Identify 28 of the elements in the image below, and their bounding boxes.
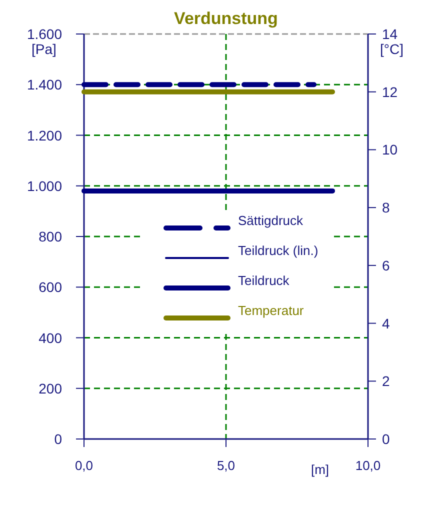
y-tick-label: 1.200: [26, 127, 62, 144]
y2-tick-label: 12: [382, 84, 398, 100]
legend-label: Temperatur: [238, 303, 304, 318]
legend-label: Sättigdruck: [238, 213, 304, 228]
y-axis-title: [Pa]: [32, 41, 56, 57]
y2-tick-label: 10: [382, 142, 398, 158]
y2-axis-title: [°C]: [380, 41, 404, 57]
chart-title: Verdunstung: [174, 9, 278, 28]
y2-tick-label: 6: [382, 257, 390, 274]
legend-label: Teildruck: [238, 273, 290, 288]
y-tick-label: 800: [38, 228, 62, 244]
y-tick-label: 0: [54, 431, 62, 447]
y-tick-label: 1.000: [26, 178, 62, 194]
y-tick-label: 600: [38, 279, 62, 296]
y-tick-label: 1.400: [26, 76, 62, 93]
x-tick-label: 5,0: [216, 458, 236, 473]
x-axis-title: [m]: [310, 462, 330, 477]
y-tick-label: 200: [38, 380, 62, 396]
x-tick-label: 10,0: [355, 458, 381, 473]
y-tick-label: 400: [38, 330, 62, 346]
y2-tick-label: 2: [382, 373, 390, 390]
y2-tick-label: 0: [382, 431, 390, 447]
legend-label: Teildruck (lin.): [238, 243, 318, 258]
x-tick-label: 0,0: [74, 458, 94, 473]
y2-tick-label: 8: [382, 200, 390, 216]
y2-tick-label: 14: [382, 26, 398, 42]
y-tick-label: 1.600: [26, 26, 62, 42]
y2-tick-label: 4: [382, 315, 390, 332]
